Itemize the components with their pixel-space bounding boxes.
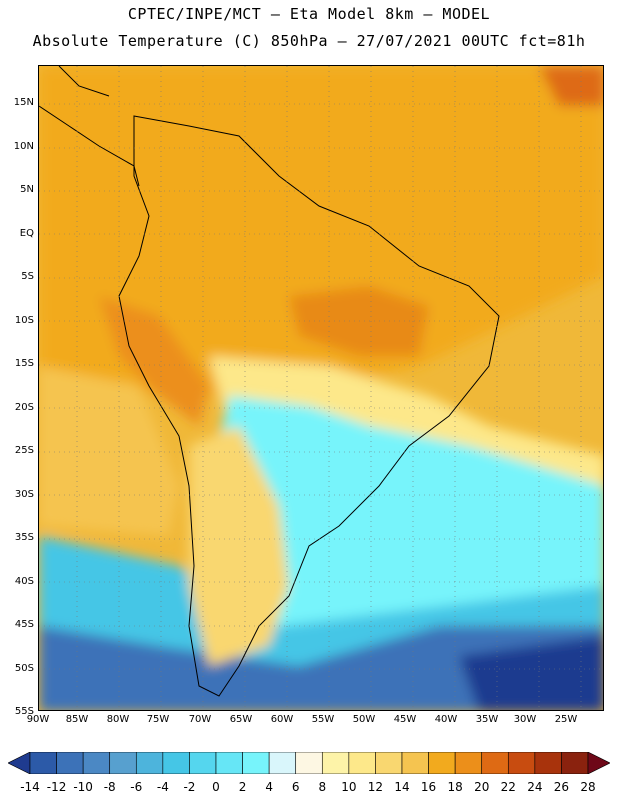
coldest-zone: [459, 636, 603, 710]
lon-label: 55W: [311, 714, 335, 725]
lon-label: 90W: [26, 714, 50, 725]
colorbar-label: 8: [318, 780, 327, 794]
colorbar-label: 18: [447, 780, 463, 794]
colorbar-bin: [56, 752, 84, 774]
lat-label: 15N: [13, 97, 34, 108]
lat-label: 10S: [14, 315, 34, 326]
colorbar-bin: [82, 752, 111, 774]
colorbar-bin: [135, 752, 164, 774]
colorbar-label: 22: [500, 780, 516, 794]
lat-label: 40S: [14, 576, 34, 587]
colorbar-bin: [162, 752, 190, 774]
lat-label: 30S: [14, 489, 34, 500]
pacific-warm-tongue: [39, 366, 179, 536]
colorbar-label: -14: [20, 780, 40, 794]
colorbar-bin: [29, 752, 57, 774]
colorbar: [8, 752, 610, 774]
lon-label: 60W: [270, 714, 294, 725]
central-america-outline: [39, 66, 140, 187]
colorbar-label: -12: [46, 780, 67, 794]
lon-label: 50W: [352, 714, 376, 725]
colorbar-label: 28: [580, 780, 596, 794]
lon-label: 35W: [475, 714, 499, 725]
colorbar-bin: [295, 752, 323, 774]
lon-label: 80W: [106, 714, 130, 725]
lat-label: 5S: [21, 271, 34, 282]
colorbar-bin: [428, 752, 456, 774]
colorbar-label: 4: [265, 780, 273, 794]
lat-label: 20S: [14, 402, 34, 413]
lon-label: 70W: [188, 714, 212, 725]
colorbar-bin: [401, 752, 429, 774]
lat-label: 5N: [20, 184, 34, 195]
tropical-warm-zone: [39, 66, 603, 396]
lon-label: 30W: [513, 714, 537, 725]
map-subtitle: Absolute Temperature (C) 850hPa – 27/07/…: [32, 32, 586, 50]
lat-label: 25S: [14, 445, 34, 456]
colorbar-bin: [321, 752, 350, 774]
lat-label: EQ: [19, 228, 34, 239]
cold-zone-2: [39, 626, 603, 710]
lat-label: 50S: [14, 663, 34, 674]
andes-warm-band: [99, 296, 209, 426]
lat-label: 10N: [13, 141, 34, 152]
colorbar-bin: [109, 752, 137, 774]
colorbar-label: 12: [367, 780, 384, 794]
lon-label: 85W: [65, 714, 89, 725]
lon-label: 65W: [229, 714, 253, 725]
colorbar-label: 26: [553, 780, 570, 794]
colorbar-label: 24: [527, 780, 543, 794]
colorbar-label: 16: [420, 780, 437, 794]
colorbar-bin: [481, 752, 509, 774]
colorbar-bin: [268, 752, 297, 774]
argentina-warm-tongue: [189, 426, 289, 666]
lat-label: 55S: [14, 706, 34, 717]
colorbar-bin: [215, 752, 243, 774]
map-title: CPTEC/INPE/MCT – Eta Model 8km – MODEL: [127, 5, 491, 23]
colorbar-label: -6: [130, 780, 143, 794]
colorbar-bin: [375, 752, 403, 774]
colorbar-max-arrow: [587, 752, 610, 774]
colorbar-label: 10: [341, 780, 357, 794]
lat-label: 45S: [14, 619, 34, 630]
colorbar-label: 14: [394, 780, 410, 794]
colorbar-label: 2: [238, 780, 247, 794]
lon-label: 40W: [434, 714, 458, 725]
lat-label: 15S: [14, 358, 34, 369]
colorbar-label: -8: [103, 780, 116, 794]
colorbar-bin: [561, 752, 589, 774]
colorbar-label: -10: [73, 780, 93, 794]
continent-outline: [118, 115, 500, 697]
lon-label: 45W: [393, 714, 417, 725]
colorbar-bin: [507, 752, 536, 774]
colorbar-min-arrow: [8, 752, 31, 774]
colorbar-bin: [454, 752, 483, 774]
colorbar-bin: [348, 752, 376, 774]
colorbar-bin: [242, 752, 270, 774]
colorbar-label: -2: [183, 780, 196, 794]
colorbar-label: 0: [212, 780, 220, 794]
caribbean-hot: [539, 66, 603, 106]
colorbar-label: 6: [291, 780, 300, 794]
temperature-map: [38, 65, 604, 711]
lon-label: 75W: [146, 714, 170, 725]
lon-label: 25W: [554, 714, 578, 725]
lat-label: 35S: [14, 532, 34, 543]
colorbar-bin: [189, 752, 217, 774]
colorbar-label: -4: [156, 780, 169, 794]
colorbar-label: 20: [474, 780, 490, 794]
colorbar-bin: [534, 752, 562, 774]
